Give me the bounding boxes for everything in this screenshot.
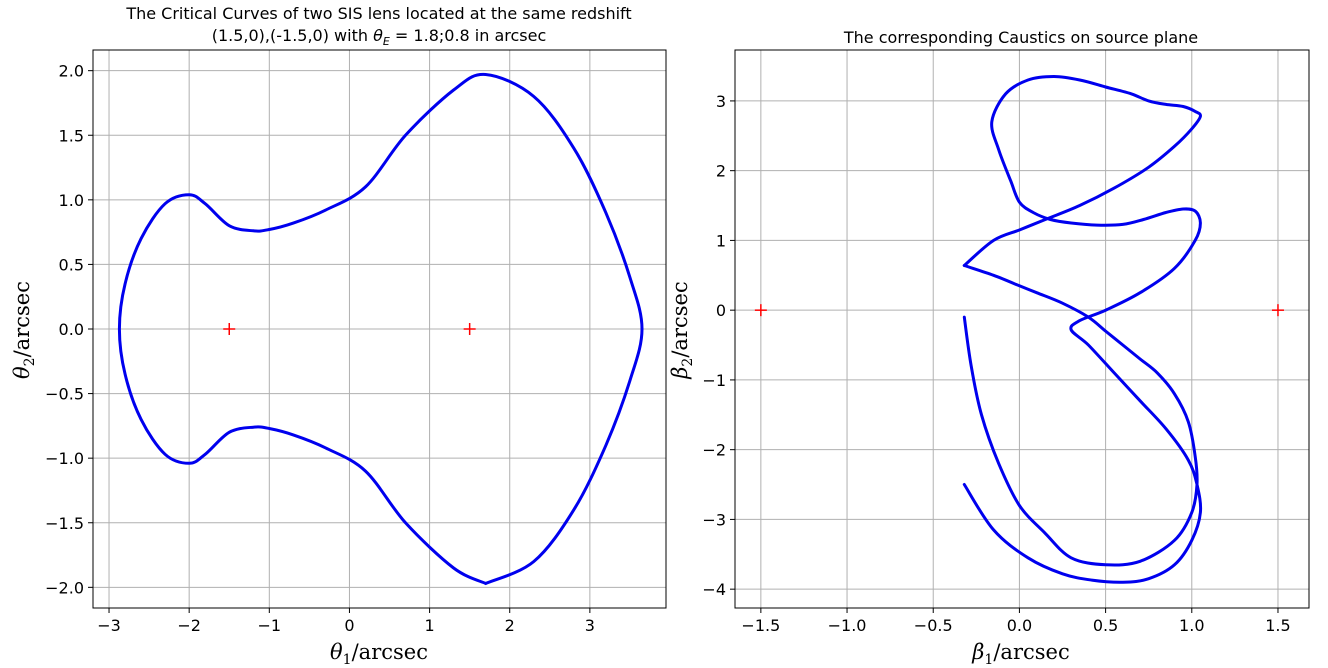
- critical-curves-panel: The Critical Curves of two SIS lens loca…: [10, 4, 667, 668]
- y-tick-label: −1.5: [45, 514, 84, 533]
- x-tick-label: 0.5: [1093, 616, 1118, 635]
- caustic-curve-line: [962, 75, 1203, 584]
- left-y-ticks: −2.0 −1.5 −1.0 −0.5 0.0 0.5 1.0 1.5 2.0: [45, 62, 93, 597]
- x-tick-label: 1: [424, 616, 434, 635]
- x-tick-label: 1.5: [1265, 616, 1290, 635]
- y-tick-label: 0: [716, 301, 726, 320]
- critical-curve-line: [117, 72, 644, 585]
- y-tick-label: 1.0: [59, 191, 84, 210]
- x-tick-label: −1: [258, 616, 282, 635]
- y-tick-label: 3: [716, 92, 726, 111]
- x-tick-label: −0.5: [914, 616, 953, 635]
- left-y-axis-label: θ2/arcsec: [10, 281, 38, 379]
- right-y-ticks: −4 −3 −2 −1 0 1 2 3: [702, 92, 735, 599]
- left-grid: [93, 50, 666, 608]
- lens-marker: [754, 304, 767, 317]
- y-tick-label: −0.5: [45, 385, 84, 404]
- y-tick-label: 0.5: [59, 255, 84, 274]
- right-x-axis-label: β1/arcsec: [971, 640, 1069, 668]
- right-y-axis-label: β2/arcsec: [668, 281, 696, 379]
- x-tick-label: −1.5: [741, 616, 780, 635]
- lens-markers-left: [223, 323, 476, 335]
- y-tick-label: −4: [702, 580, 726, 599]
- x-tick-label: 0: [344, 616, 354, 635]
- x-tick-label: −2: [177, 616, 201, 635]
- left-x-ticks: −3 −2 −1 0 1 2 3: [97, 608, 595, 635]
- y-tick-label: 1.5: [59, 126, 84, 145]
- right-x-ticks: −1.5 −1.0 −0.5 0.0 0.5 1.0 1.5: [741, 608, 1291, 635]
- y-tick-label: 2: [716, 162, 726, 181]
- y-tick-label: −1.0: [45, 449, 84, 468]
- lens-marker: [223, 323, 236, 335]
- x-tick-label: 2: [505, 616, 515, 635]
- y-tick-label: −2.0: [45, 578, 84, 597]
- right-title: The corresponding Caustics on source pla…: [843, 28, 1198, 47]
- right-grid: [735, 50, 1309, 608]
- lens-marker: [463, 323, 476, 335]
- caustic-curve: [962, 75, 1203, 584]
- y-tick-label: 1: [716, 231, 726, 250]
- lens-marker: [1271, 304, 1284, 317]
- left-title-line1: The Critical Curves of two SIS lens loca…: [125, 4, 631, 23]
- caustics-panel: The corresponding Caustics on source pla…: [668, 28, 1310, 668]
- y-tick-label: −1: [702, 371, 726, 390]
- x-tick-label: 3: [585, 616, 595, 635]
- left-x-axis-label: θ1/arcsec: [330, 640, 428, 668]
- lens-markers-right: [754, 304, 1284, 317]
- x-tick-label: −3: [97, 616, 121, 635]
- y-tick-label: −2: [702, 441, 726, 460]
- caustic-curve-line: [962, 264, 1199, 567]
- y-tick-label: 0.0: [59, 320, 84, 339]
- critical-curve: [117, 72, 644, 585]
- y-tick-label: 2.0: [59, 62, 84, 81]
- x-tick-label: 0.0: [1007, 616, 1032, 635]
- x-tick-label: 1.0: [1179, 616, 1204, 635]
- left-title-line2: (1.5,0),(-1.5,0) with θE = 1.8;0.8 in ar…: [212, 26, 547, 48]
- right-plot-frame: [734, 49, 1310, 609]
- x-tick-label: −1.0: [828, 616, 867, 635]
- y-tick-label: −3: [702, 510, 726, 529]
